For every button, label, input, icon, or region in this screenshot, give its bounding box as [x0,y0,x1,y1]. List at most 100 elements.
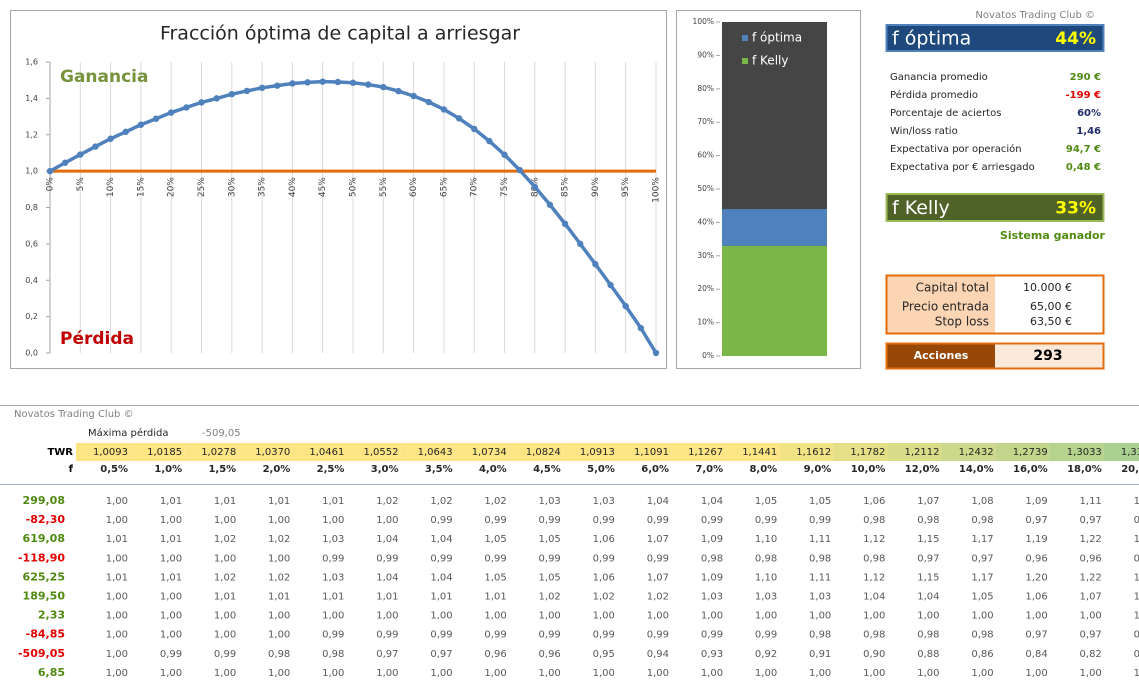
twr-cell-bg [292,443,347,461]
cell: 1,00 [160,611,182,622]
point [243,87,251,95]
cell: 1,00 [160,668,182,679]
f-value: 3,5% [425,464,453,475]
table-brand: Novatos Trading Club © [14,409,134,420]
cell: 1,04 [430,572,452,583]
cell: 1,00 [430,611,452,622]
y-tick-label: 1,6 [25,58,38,67]
cell: 1,01 [214,592,236,603]
cell: 1,15 [917,572,939,583]
cell: 0,97 [917,553,939,564]
chart-title: Fracción óptima de capital a arriesgar [160,23,520,45]
twr-value: 1,0278 [201,447,236,458]
cell: 1,07 [647,572,669,583]
y-tick-label: 80% [697,84,714,93]
cell: 1,22 [1080,572,1102,583]
cell: 1,00 [1025,668,1047,679]
point [592,261,599,268]
cell: 0,99 [322,630,344,641]
y-tick-label: 40% [697,217,714,226]
twr-value: 1,2112 [905,447,940,458]
twr-cell-bg [725,443,780,461]
x-tick-label: 10% [106,177,116,197]
capital-box-label-bg [887,276,995,333]
metric-label: f Kelly [892,197,950,219]
x-tick-label: 45% [318,177,328,197]
cell: 1,00 [106,515,128,526]
twr-cell-bg [454,443,509,461]
cell: 1,00 [214,668,236,679]
x-tick-label: 25% [197,177,207,197]
point [546,201,554,208]
shares-value-bg [995,344,1103,368]
twr-cell-bg [346,443,401,461]
cell: 1,01 [214,496,236,507]
f-value: 16,0% [1013,464,1048,475]
cell: 1,00 [539,668,561,679]
y-tick-label: 0,0 [25,349,38,358]
cell: 0,86 [971,649,993,660]
cell: 1,00 [755,611,777,622]
cell: 1,05 [539,572,561,583]
cell: 1,00 [322,515,344,526]
twr-value: 1,2739 [1013,447,1048,458]
point [607,281,614,289]
cell: 1,03 [322,572,344,583]
cell: 1,12 [863,572,885,583]
cell: 1,02 [268,572,290,583]
point [92,143,99,150]
cell: 0,99 [376,553,398,564]
cell: 0,99 [755,630,777,641]
cell: 1,02 [430,496,452,507]
y-tick-label: 10% [697,318,714,327]
cell: 1,00 [268,668,290,679]
y-tick-label: 1,2 [25,130,38,139]
cell: 0,97 [1134,515,1139,526]
capital-value: 63,50 € [1030,315,1072,328]
cell: 1,01 [430,592,452,603]
twr-cell-bg [400,443,455,461]
x-tick-label: 55% [379,177,389,197]
cell: 1,05 [809,496,831,507]
twr-cell-bg [779,443,834,461]
cell: 0,99 [593,515,615,526]
twr-value: 1,0734 [472,447,507,458]
cell: 0,98 [917,515,939,526]
row-label: 619,08 [23,532,65,545]
point [486,137,493,145]
y-tick-label: 20% [697,284,714,293]
cell: 0,99 [322,553,344,564]
cell: 1,00 [268,611,290,622]
cell: 0,96 [1080,553,1102,564]
f-value: 12,0% [905,464,940,475]
point [334,78,342,86]
cell: 0,99 [430,553,452,564]
twr-value: 1,0552 [364,447,399,458]
twr-cell-bg [1103,443,1139,461]
point [198,99,205,106]
twr-value: 1,1782 [850,447,885,458]
cell: 0,88 [917,649,939,660]
cell: 1,01 [484,592,506,603]
cell: 1,00 [755,668,777,679]
max-loss-label: Máxima pérdida [88,427,169,439]
point [183,104,190,111]
point [410,92,417,100]
cell: 1,09 [1025,496,1047,507]
x-tick-label: 40% [288,177,298,197]
cell: 1,00 [106,496,128,507]
metric-value: 44% [1055,29,1096,49]
twr-cell-bg [508,443,563,461]
stat-label: Expectativa por operación [890,143,1022,155]
cell: 0,93 [701,649,723,660]
point [319,78,326,85]
f-value: 5,0% [587,464,615,475]
f-value: 1,0% [154,464,182,475]
cell: 1,00 [917,668,939,679]
cell: 1,00 [701,668,723,679]
stat-label: Porcentaje de aciertos [890,108,1001,119]
cell: 0,97 [430,649,452,660]
shares-box [885,342,1105,370]
row-label: 189,50 [23,590,66,603]
